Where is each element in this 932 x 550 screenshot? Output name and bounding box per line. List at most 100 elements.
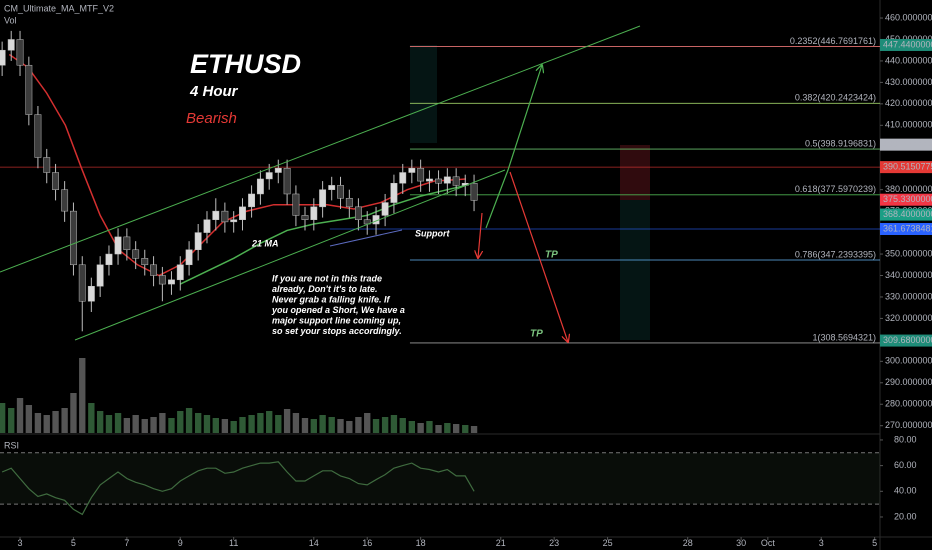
indicator-label: CM_Ultimate_MA_MTF_V2	[4, 3, 114, 13]
x-tick-label: 25	[603, 538, 613, 548]
candle-body	[399, 172, 407, 184]
volume-bar	[34, 413, 42, 433]
volume-bar	[0, 403, 6, 433]
candle-body	[443, 176, 451, 184]
y-tick-label: 430.0000000	[885, 77, 932, 87]
x-tick-label: 7	[124, 538, 129, 548]
candle-body	[435, 178, 442, 184]
volume-bar	[212, 418, 219, 433]
volume-bar	[399, 418, 406, 433]
candle-body	[452, 176, 460, 186]
bias: Bearish	[186, 110, 237, 127]
x-tick-label: 3	[18, 538, 23, 548]
x-tick-label: 18	[416, 538, 426, 548]
volume-bar	[25, 405, 33, 433]
volume-bar	[16, 398, 24, 433]
volume-bar	[96, 411, 104, 433]
rsi-label: RSI	[4, 440, 19, 450]
candle-body	[194, 232, 202, 251]
ma-line	[179, 184, 467, 285]
volume-bar	[177, 411, 184, 433]
candle-body	[248, 193, 256, 208]
candle-body	[70, 210, 77, 266]
volume-bar	[283, 409, 291, 433]
note-line: so set your stops accordingly.	[272, 326, 402, 336]
fib-label: 0.618(377.5970239)	[795, 184, 876, 194]
price-tag	[880, 208, 932, 221]
plot: 270.0000000 280.0000000 290.0000000 300.000…	[0, 12, 932, 548]
volume-bar	[346, 421, 353, 433]
trend-line	[0, 25, 641, 273]
support-label: Support	[415, 228, 450, 238]
ma-line	[8, 53, 467, 277]
subtitle: 4 Hour	[189, 83, 239, 100]
fib-label: 0.2352(446.7691761)	[790, 36, 876, 46]
price-tag	[880, 38, 932, 51]
volume-bar	[150, 417, 157, 433]
candle-body	[354, 206, 362, 220]
position-box	[620, 200, 650, 340]
candle-body	[185, 249, 193, 266]
candle-body	[34, 114, 42, 158]
candle-body	[345, 198, 353, 208]
x-tick-label: 21	[496, 538, 506, 548]
y-tick-label: 460.0000000	[885, 12, 932, 22]
note-line: you opened a Short, We have a	[271, 305, 405, 315]
price-tag	[880, 193, 932, 206]
title: ETHUSD	[190, 49, 301, 79]
price-tag	[880, 334, 932, 347]
volume-bar	[470, 426, 478, 433]
price-tag-label: 390.5150775	[883, 161, 932, 171]
candle-body	[256, 178, 264, 195]
candle-body	[78, 264, 86, 302]
position-box	[410, 45, 437, 143]
volume-bar	[372, 419, 380, 433]
candle-body	[114, 236, 122, 255]
volume-bar	[381, 417, 389, 433]
x-tick-label: 3	[819, 538, 824, 548]
candle-body	[292, 193, 300, 216]
rsi-band	[0, 452, 880, 505]
volume-bar	[185, 408, 193, 433]
x-tick-label: 28	[683, 538, 693, 548]
volume-bar	[337, 419, 344, 433]
volume-bar	[132, 415, 139, 433]
y-tick-label: 290.0000000	[885, 377, 932, 387]
x-tick-label: 14	[309, 538, 319, 548]
candle-body	[87, 285, 95, 302]
volume-bar	[452, 424, 460, 433]
volume-bar	[408, 421, 416, 433]
note-line: already, Don't it's to late.	[272, 284, 377, 294]
volume-bar	[292, 413, 300, 433]
candle-body	[426, 178, 433, 182]
candle-body	[417, 167, 425, 182]
candle-body	[390, 182, 398, 203]
y-tick-label: 350.0000000	[885, 248, 932, 258]
volume-bar	[426, 421, 433, 433]
candle-body	[123, 236, 131, 251]
price-tag	[880, 138, 932, 151]
candle-body	[212, 210, 220, 220]
price-tag-label: 400.9900000	[883, 139, 932, 149]
volume-bar	[328, 417, 335, 433]
candle-body	[176, 264, 184, 281]
y-tick-label: 280.0000000	[885, 399, 932, 409]
arrow	[509, 171, 568, 342]
candle-body	[310, 206, 318, 220]
volume-bar	[79, 358, 86, 433]
tp-label: TP	[530, 329, 543, 340]
x-tick-label: 5	[71, 538, 76, 548]
note-line: If you are not in this trade	[272, 273, 382, 283]
volume-bar	[203, 415, 211, 433]
volume-bar	[52, 411, 59, 433]
candle-body	[283, 167, 291, 195]
volume-bar	[319, 415, 326, 433]
x-tick-label: 9	[178, 538, 183, 548]
candle-body	[301, 215, 309, 220]
y-tick-label: 340.0000000	[885, 270, 932, 280]
pointer	[329, 229, 403, 247]
candle-body	[319, 189, 327, 208]
rsi-tick-label: 60.00	[894, 460, 917, 470]
arrow	[478, 212, 482, 258]
price-tag-label: 361.6738481	[883, 223, 932, 233]
